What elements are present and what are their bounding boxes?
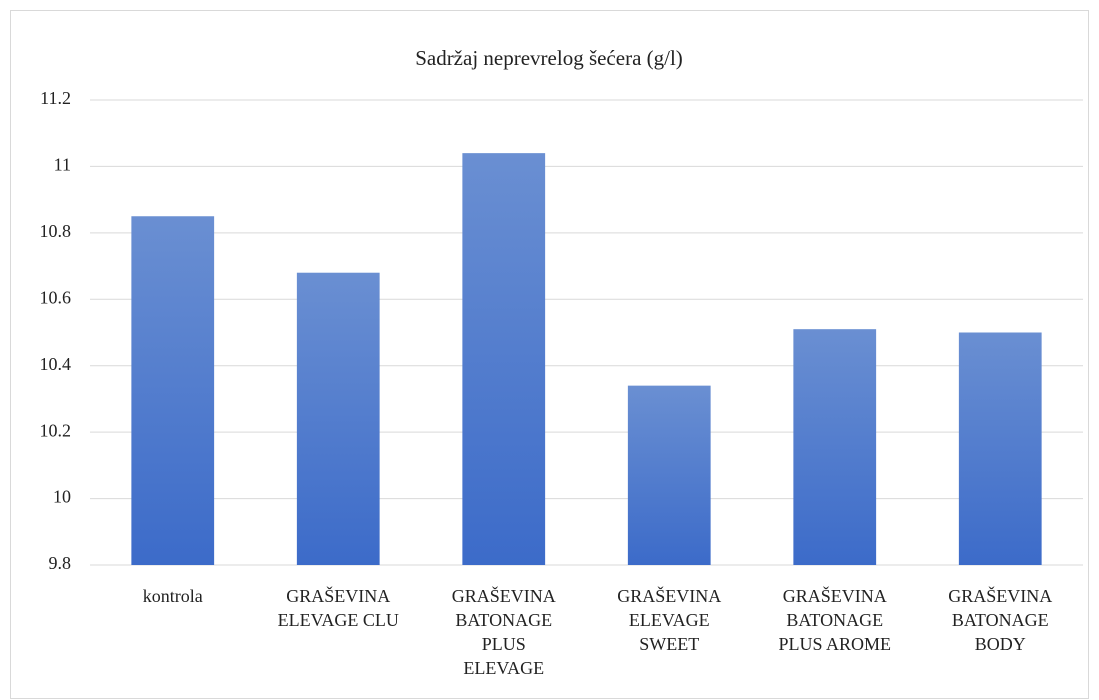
y-tick-label: 10.6: [40, 287, 72, 307]
x-tick-label: GRAŠEVINA BATONAGE PLUS AROME: [778, 585, 891, 654]
bar: [627, 385, 711, 565]
y-tick-label: 10.8: [40, 221, 72, 241]
bar: [793, 329, 877, 565]
y-tick-label: 11: [54, 155, 71, 175]
x-tick-label: GRAŠEVINA ELEVAGE SWEET: [617, 585, 721, 654]
bar: [296, 272, 380, 565]
y-tick-label: 9.8: [49, 553, 72, 573]
y-tick-label: 11.2: [40, 88, 71, 108]
x-tick-label: GRAŠEVINA BATONAGE PLUS ELEVAGE: [452, 585, 556, 678]
chart-title: Sadržaj neprevrelog šećera (g/l): [415, 46, 683, 70]
x-tick-label: kontrola: [143, 586, 203, 606]
bar: [462, 153, 546, 565]
bar: [958, 332, 1042, 565]
y-tick-label: 10: [53, 487, 71, 507]
bar: [131, 216, 215, 565]
x-tick-label: GRAŠEVINA BATONAGE BODY: [948, 585, 1052, 654]
y-tick-label: 10.4: [40, 354, 72, 374]
y-tick-label: 10.2: [40, 420, 72, 440]
x-tick-label: GRAŠEVINA ELEVAGE CLU: [278, 585, 399, 630]
